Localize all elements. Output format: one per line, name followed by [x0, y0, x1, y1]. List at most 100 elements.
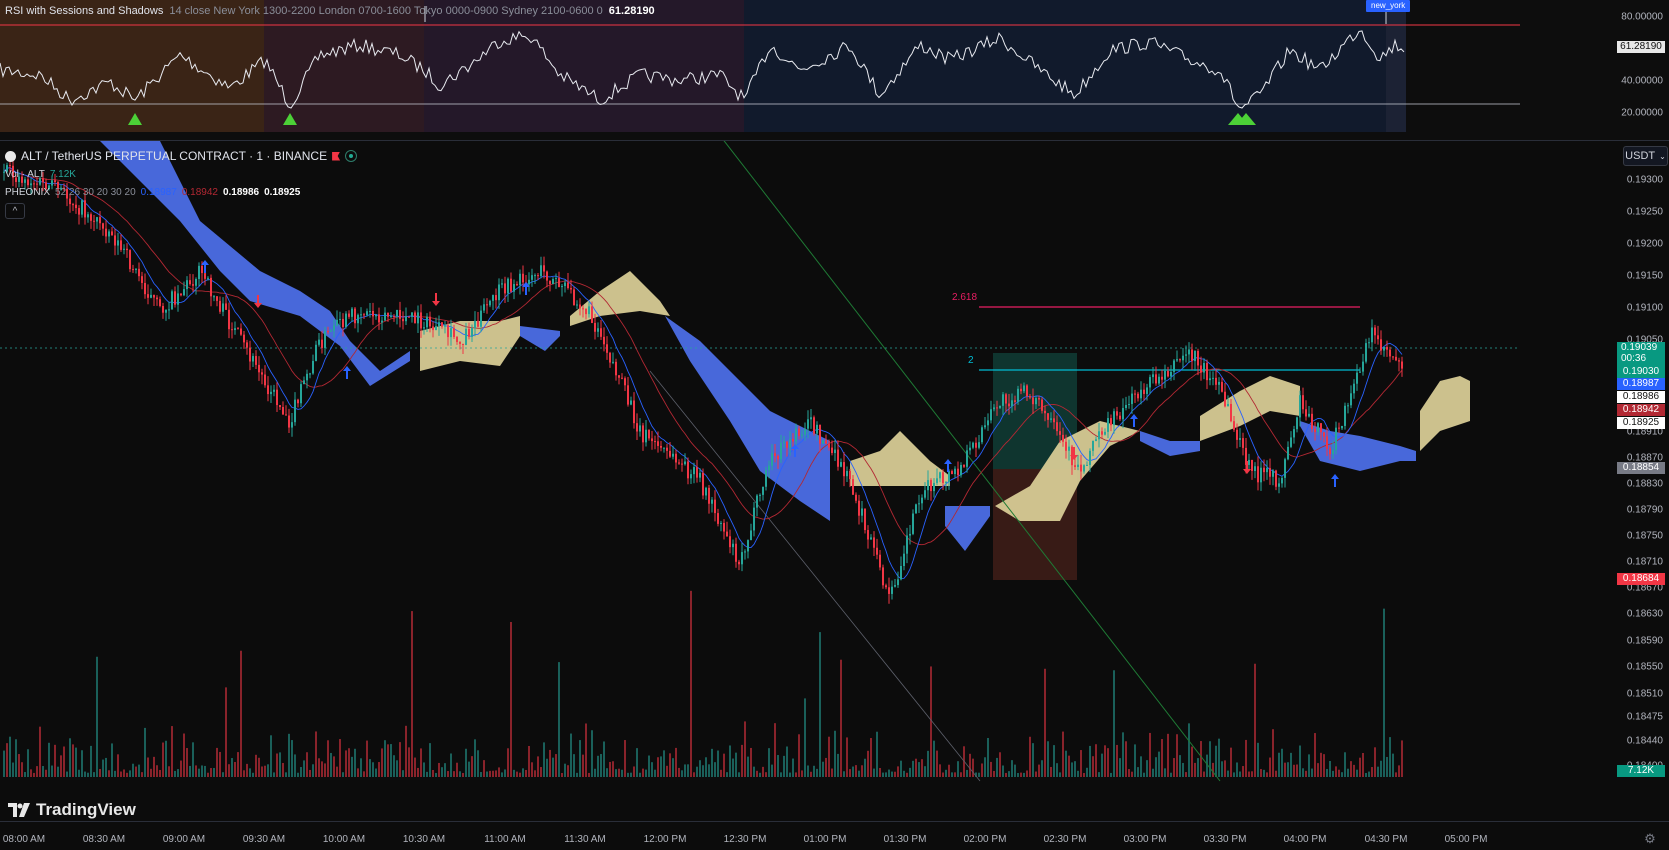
volume-bar: [1089, 745, 1091, 777]
volume-bar: [159, 769, 161, 777]
session-tokyo: [264, 0, 424, 132]
symbol-title[interactable]: ALT / TetherUS PERPETUAL CONTRACT · 1 · …: [21, 149, 328, 163]
volume-bar: [150, 768, 152, 777]
volume-bar: [612, 761, 614, 777]
symbol-row[interactable]: ALT / TetherUS PERPETUAL CONTRACT · 1 · …: [5, 147, 358, 165]
volume-bar: [579, 740, 581, 777]
candle-body: [168, 309, 170, 311]
volume-bar: [840, 659, 842, 777]
candle-body: [711, 499, 713, 504]
candle-body: [1122, 408, 1124, 420]
candle-body: [399, 309, 401, 319]
candle-body: [828, 443, 830, 448]
candle-body: [1257, 466, 1259, 483]
time-axis[interactable]: 08:00 AM 08:30 AM 09:00 AM 09:30 AM 10:0…: [0, 821, 1669, 850]
volume-bar: [942, 772, 944, 777]
candle-body: [978, 442, 980, 448]
candle-body: [687, 461, 689, 479]
candle-body: [1023, 385, 1025, 392]
time-tick: 08:30 AM: [82, 834, 126, 845]
candle-body: [651, 438, 653, 442]
volume-legend-row[interactable]: Vol · ALT 7.12K: [5, 165, 357, 183]
candle-body: [1035, 398, 1037, 405]
volume-bar: [1287, 762, 1289, 777]
rsi-indicator-name[interactable]: RSI with Sessions and Shadows: [5, 5, 164, 17]
candle-body: [366, 311, 368, 316]
volume-bar: [720, 769, 722, 777]
flag-icon[interactable]: [332, 151, 341, 161]
time-tick: 12:00 PM: [643, 834, 687, 845]
pane-divider[interactable]: [0, 140, 1669, 141]
volume-bar: [408, 747, 410, 777]
volume-bar: [1131, 771, 1133, 777]
volume-bar: [378, 762, 380, 777]
time-tick: 03:00 PM: [1123, 834, 1167, 845]
candle-body: [555, 278, 557, 280]
candle-body: [669, 450, 671, 457]
candle-body: [231, 329, 233, 331]
candle-body: [24, 179, 26, 183]
market-status-icon[interactable]: [345, 150, 358, 162]
candle-body: [1368, 342, 1370, 344]
volume-bar: [1026, 770, 1028, 777]
candle-body: [297, 399, 299, 404]
candle-body: [1080, 464, 1082, 472]
volume-bar: [465, 748, 467, 777]
tradingview-logo-icon: [8, 803, 30, 817]
candle-body: [1014, 400, 1016, 402]
volume-bar: [1260, 769, 1262, 777]
price-axis[interactable]: 0.19300 0.19250 0.19200 0.19150 0.19100 …: [1605, 141, 1669, 821]
session-sydney: [424, 0, 744, 132]
volume-bar: [1155, 757, 1157, 777]
candle-body: [417, 312, 419, 324]
candle-body: [303, 380, 305, 385]
volume-bar: [240, 650, 242, 777]
volume-bar: [1179, 755, 1181, 777]
tradingview-logo[interactable]: TradingView: [8, 800, 136, 820]
volume-bar: [483, 760, 485, 777]
volume-bar: [369, 759, 371, 777]
price-tick: 0.19150: [1626, 270, 1663, 282]
volume-bar: [126, 772, 128, 777]
volume-bar: [1278, 752, 1280, 777]
cloud-segment: [995, 421, 1140, 521]
volume-bar: [1185, 772, 1187, 777]
rsi-pane[interactable]: RSI with Sessions and Shadows 14 close N…: [0, 0, 1669, 140]
indicator-legend-row[interactable]: PHEONIX 52 26 30 20 30 20 0.18987 0.1894…: [5, 183, 357, 201]
candle-body: [15, 177, 17, 182]
candle-body: [1194, 350, 1196, 362]
candle-body: [105, 228, 107, 237]
price-tag: 0.18925: [1617, 417, 1665, 429]
currency-select[interactable]: USDT ⌄: [1623, 146, 1668, 166]
indicator-name[interactable]: PHEONIX: [5, 186, 51, 198]
volume-bar: [351, 756, 353, 777]
candle-body: [591, 306, 593, 323]
candle-body: [504, 283, 506, 294]
volume-bar: [933, 740, 935, 777]
main-chart-pane[interactable]: 2.618 2 ALT / TetherUS PERPETUAL CONTRAC…: [0, 141, 1669, 821]
tradingview-logo-text: TradingView: [36, 800, 136, 819]
chart-legend[interactable]: ALT / TetherUS PERPETUAL CONTRACT · 1 · …: [5, 147, 358, 219]
gear-icon[interactable]: ⚙: [1644, 831, 1656, 846]
candle-body: [312, 360, 314, 374]
collapse-legend-button[interactable]: ^: [5, 203, 25, 219]
candle-body: [789, 439, 791, 448]
candle-body: [717, 513, 719, 524]
time-tick: 01:00 PM: [803, 834, 847, 845]
candle-body: [744, 551, 746, 553]
candle-body: [378, 314, 380, 323]
volume-bar: [1371, 767, 1373, 777]
rsi-legend[interactable]: RSI with Sessions and Shadows 14 close N…: [5, 3, 655, 19]
candle-body: [18, 176, 20, 182]
volume-bar: [66, 771, 68, 777]
volume-bar: [708, 764, 710, 777]
volume-bar: [669, 753, 671, 777]
candle-body: [723, 522, 725, 532]
candle-body: [831, 447, 833, 454]
volume-bar: [1182, 762, 1184, 777]
candle-body: [1290, 437, 1292, 447]
volume-bar: [234, 761, 236, 777]
volume-label[interactable]: Vol · ALT: [5, 168, 45, 180]
rsi-price-axis[interactable]: 80.00000 40.00000 20.00000 61.28190: [1605, 0, 1669, 134]
candle-body: [477, 320, 479, 327]
